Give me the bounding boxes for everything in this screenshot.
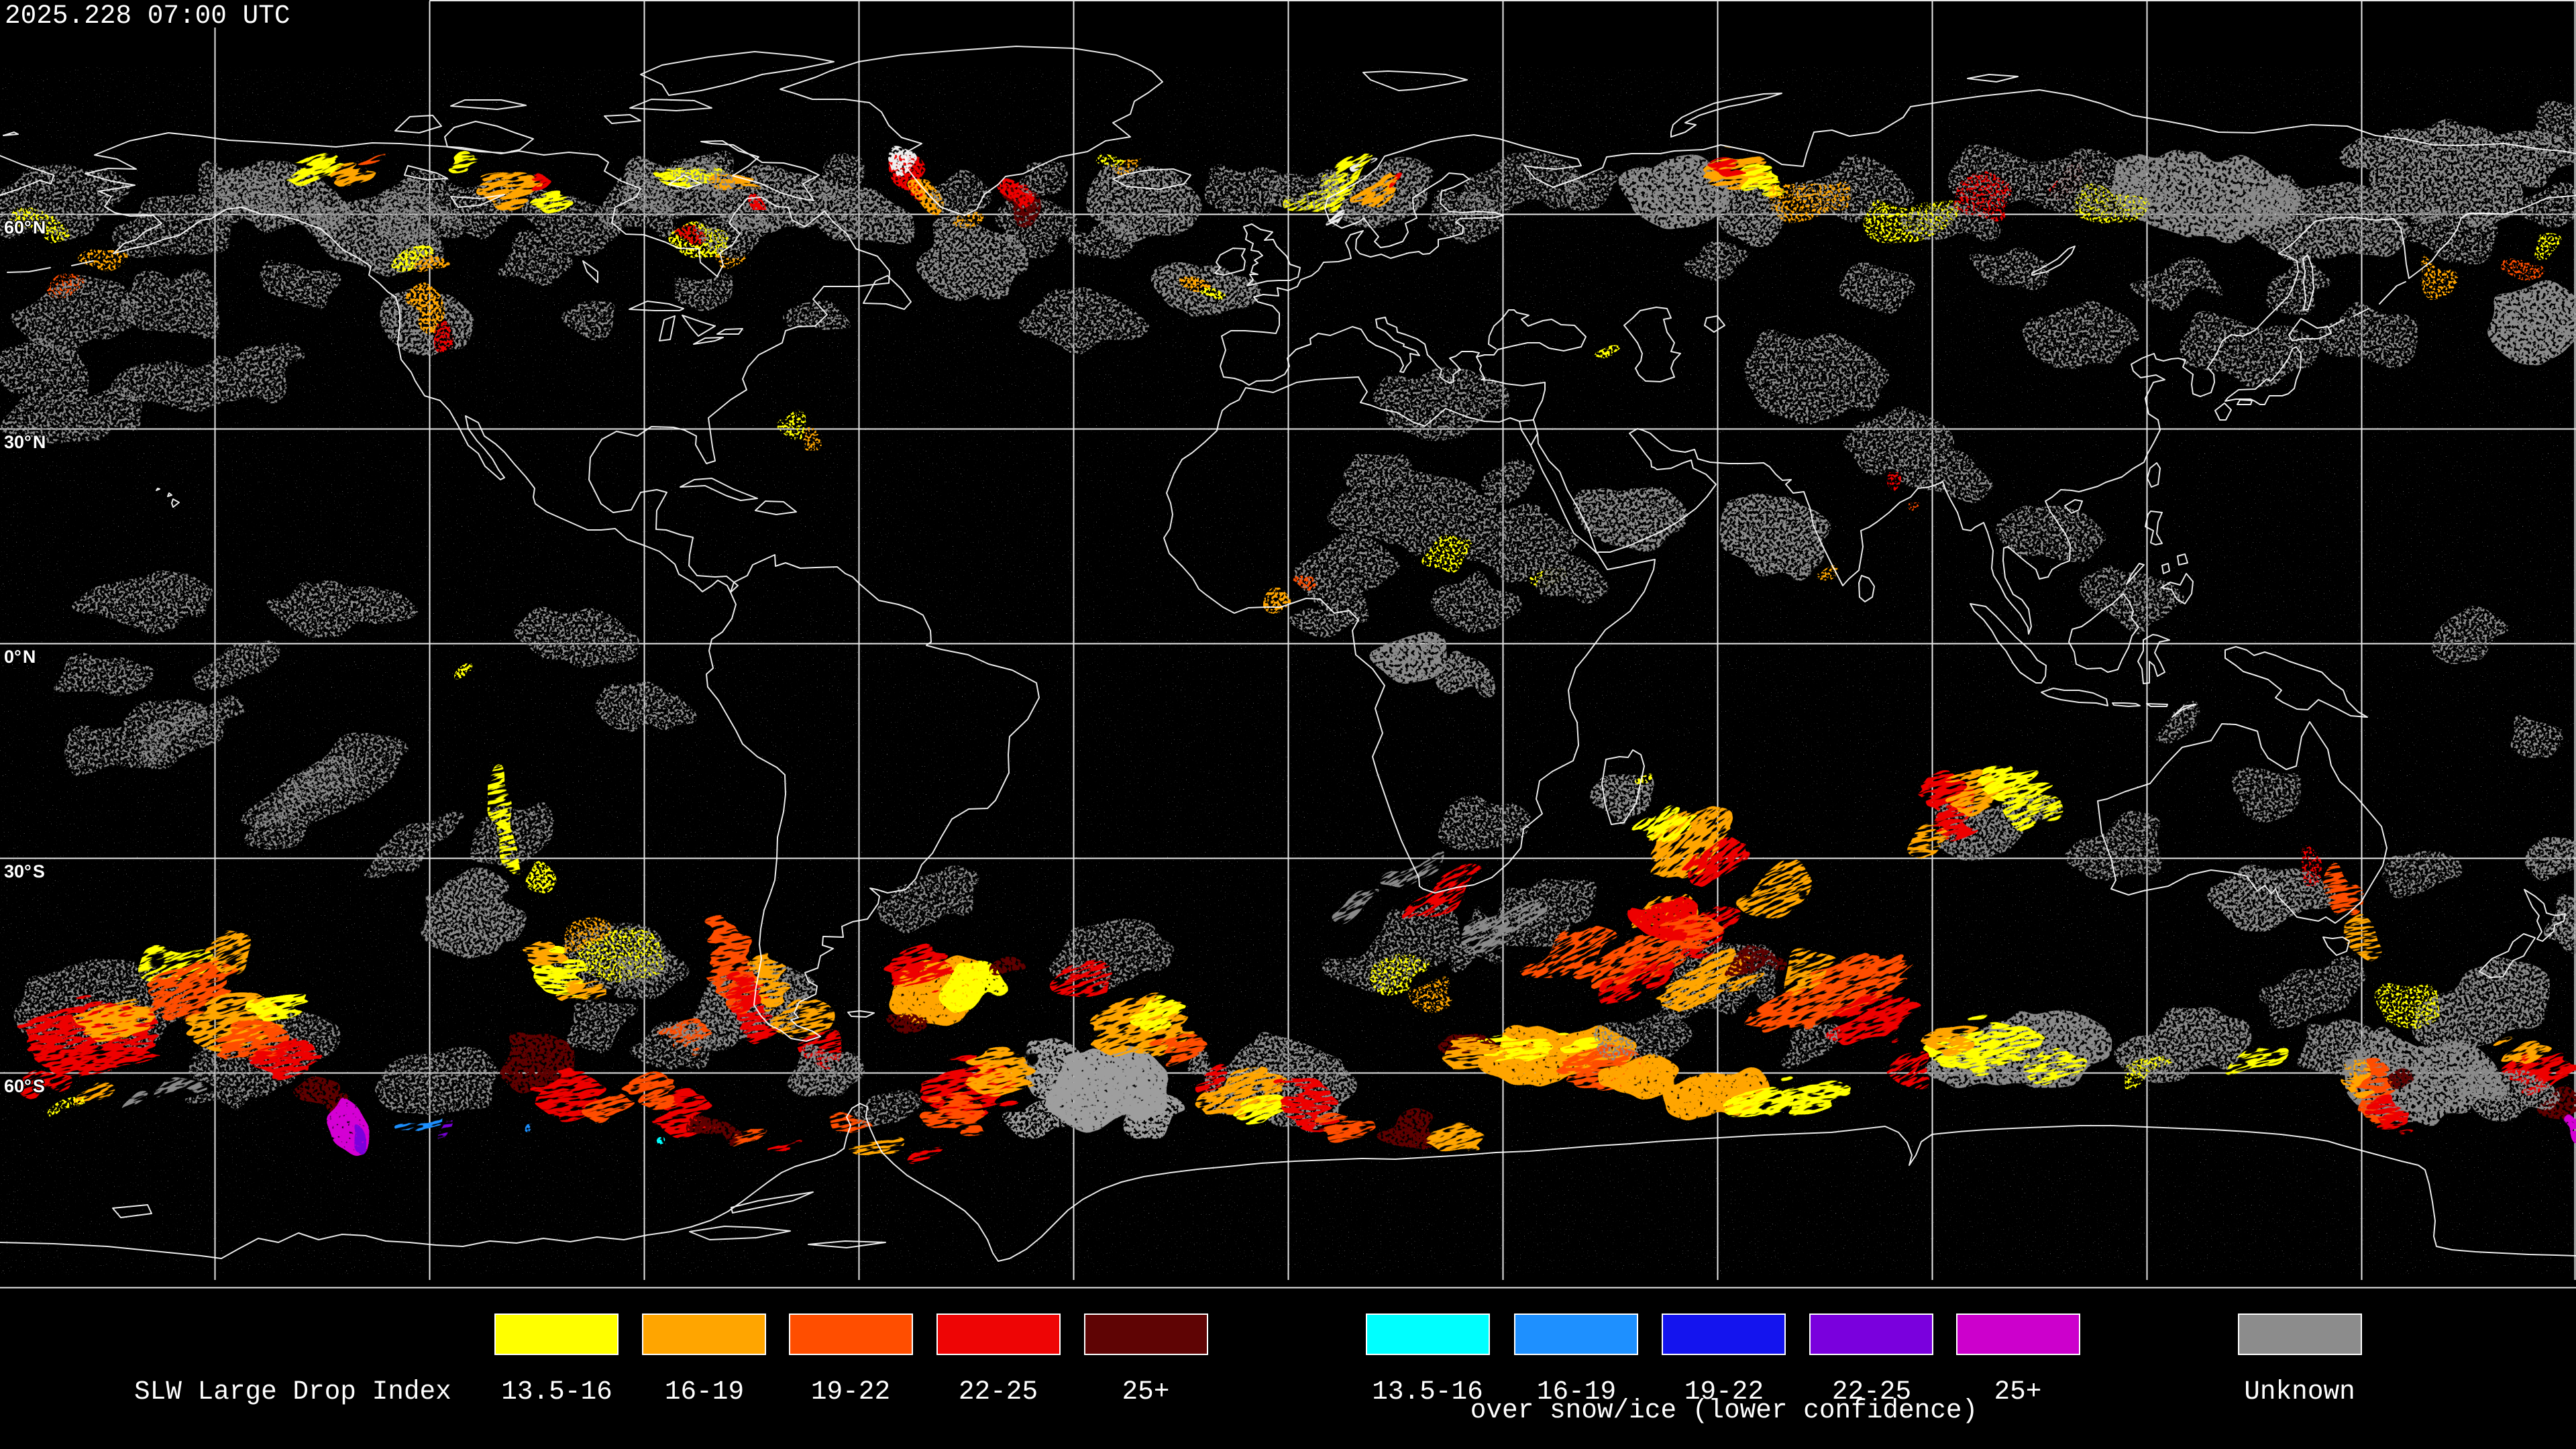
svg-text:30°N: 30°N xyxy=(4,432,46,452)
svg-text:30°S: 30°S xyxy=(4,861,45,881)
svg-text:19-22: 19-22 xyxy=(1684,1377,1764,1407)
svg-text:13.5-16: 13.5-16 xyxy=(501,1377,612,1407)
svg-text:0°N: 0°N xyxy=(4,647,36,667)
svg-text:60°S: 60°S xyxy=(4,1076,45,1096)
svg-text:19-22: 19-22 xyxy=(811,1377,890,1407)
svg-text:over snow/ice (lower confidenc: over snow/ice (lower confidence) xyxy=(1470,1395,1978,1426)
svg-text:25+: 25+ xyxy=(1994,1377,2042,1407)
svg-text:2025.228 07:00 UTC: 2025.228 07:00 UTC xyxy=(5,1,290,31)
svg-text:16-19: 16-19 xyxy=(665,1377,744,1407)
svg-text:22-25: 22-25 xyxy=(959,1377,1038,1407)
svg-text:22-25: 22-25 xyxy=(1832,1377,1911,1407)
svg-text:25+: 25+ xyxy=(1122,1377,1170,1407)
svg-text:60°N: 60°N xyxy=(4,217,46,237)
svg-text:SLW Large Drop Index: SLW Large Drop Index xyxy=(134,1377,451,1407)
svg-text:13.5-16: 13.5-16 xyxy=(1372,1377,1483,1407)
svg-text:16-19: 16-19 xyxy=(1537,1377,1616,1407)
svg-text:Unknown: Unknown xyxy=(2244,1377,2355,1407)
